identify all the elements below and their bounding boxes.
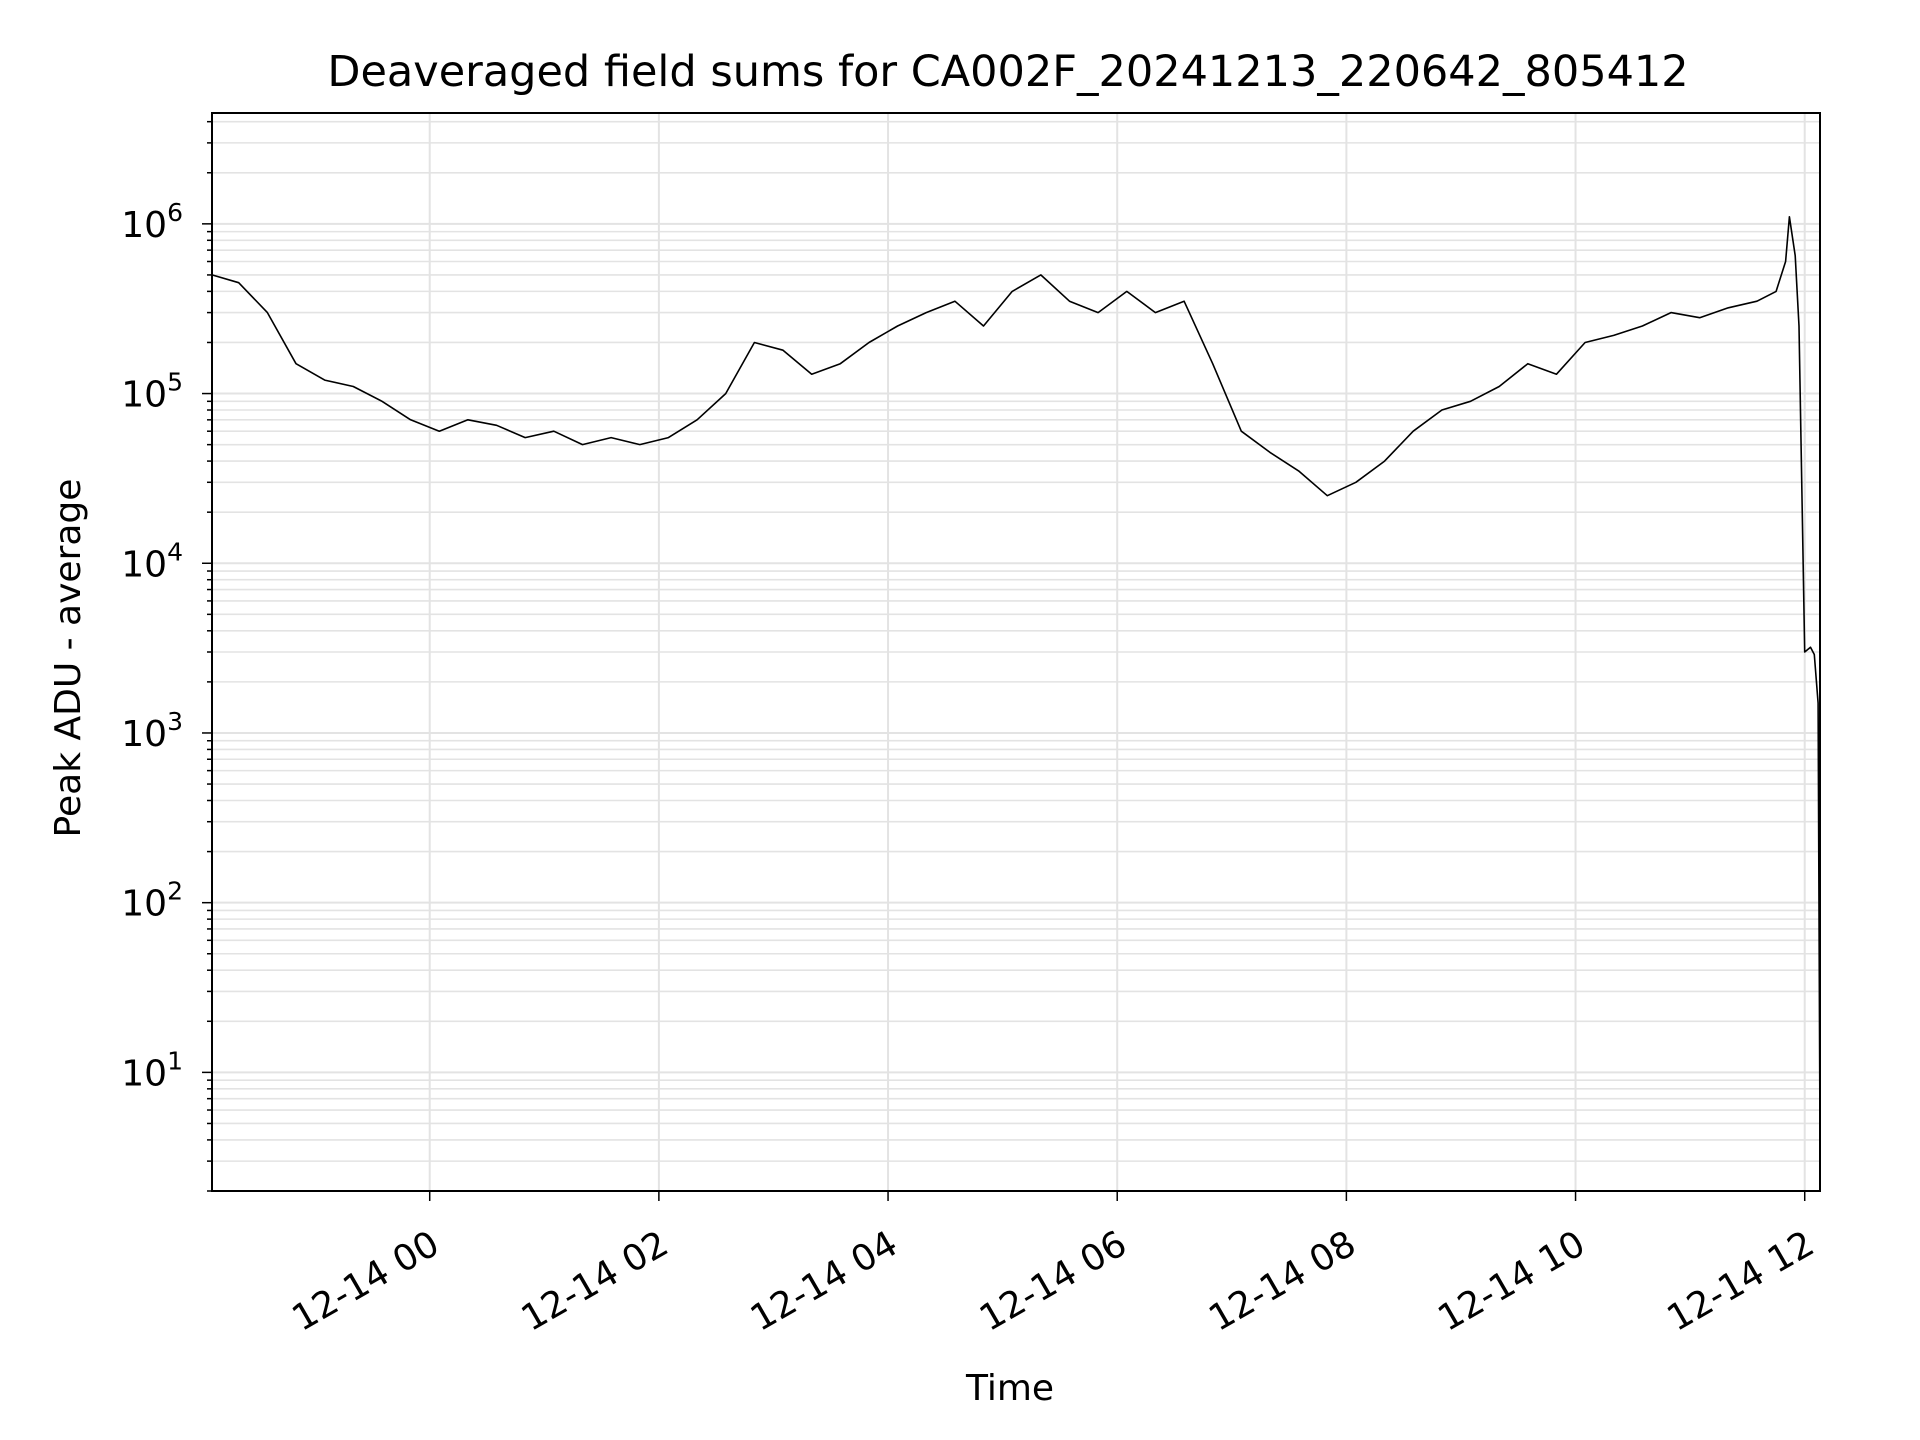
x-tick-label: 12-14 02 bbox=[515, 1223, 676, 1339]
y-tick-base: 10 bbox=[121, 714, 167, 755]
y-tick-exponent: 6 bbox=[167, 198, 183, 227]
y-tick-exponent: 4 bbox=[167, 537, 183, 566]
y-tick-base: 10 bbox=[121, 884, 167, 925]
y-tick-base: 10 bbox=[121, 205, 167, 246]
y-tick-exponent: 5 bbox=[167, 368, 183, 397]
x-tick-label: 12-14 04 bbox=[744, 1223, 905, 1339]
y-tick-exponent: 3 bbox=[167, 707, 183, 736]
y-tick-exponent: 2 bbox=[167, 877, 183, 906]
x-tick-label: 12-14 00 bbox=[286, 1223, 447, 1339]
x-tick-label: 12-14 10 bbox=[1431, 1223, 1592, 1339]
y-axis-label: Peak ADU - average bbox=[48, 479, 89, 838]
series-line bbox=[211, 216, 1821, 1140]
y-tick-label: 106 bbox=[121, 198, 183, 246]
y-tick-label: 104 bbox=[121, 537, 183, 585]
plot-frame bbox=[211, 112, 1821, 1192]
x-axis-label: Time bbox=[965, 1368, 1054, 1409]
x-tick-label: 12-14 12 bbox=[1661, 1223, 1822, 1339]
y-tick-label: 101 bbox=[121, 1046, 183, 1094]
grid bbox=[212, 113, 1820, 1192]
x-tick-label: 12-14 08 bbox=[1202, 1223, 1363, 1339]
y-tick-exponent: 1 bbox=[167, 1046, 183, 1075]
y-tick-base: 10 bbox=[121, 1053, 167, 1094]
x-tick-label: 12-14 06 bbox=[973, 1223, 1134, 1339]
y-tick-label: 102 bbox=[121, 877, 183, 925]
chart-title: Deaveraged field sums for CA002F_2024121… bbox=[327, 47, 1688, 97]
y-tick-label: 105 bbox=[121, 368, 183, 416]
y-tick-label: 103 bbox=[121, 707, 183, 755]
y-tick-base: 10 bbox=[121, 544, 167, 585]
plot-area bbox=[211, 216, 1821, 1140]
y-tick-base: 10 bbox=[121, 375, 167, 416]
